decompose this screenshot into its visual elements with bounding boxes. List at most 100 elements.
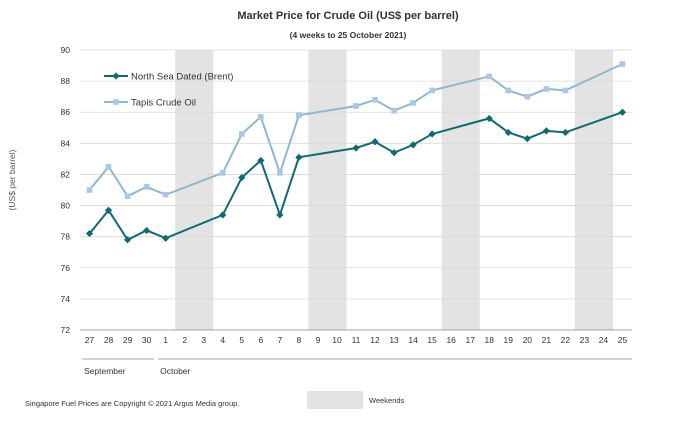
series-1: [86, 61, 626, 200]
data-point: [428, 130, 436, 138]
x-tick-label: 27: [85, 335, 95, 345]
data-point: [543, 86, 550, 92]
data-point: [162, 234, 170, 242]
data-point: [409, 141, 417, 149]
y-tick-label: 88: [61, 76, 71, 86]
x-tick-label: 29: [123, 335, 133, 345]
x-tick-label: 24: [599, 335, 609, 345]
chart-subtitle: (4 weeks to 25 October 2021): [290, 30, 407, 40]
y-tick-label: 84: [61, 138, 71, 148]
data-point: [524, 93, 531, 100]
x-tick-label: 15: [427, 335, 437, 345]
data-point: [352, 144, 360, 152]
data-point: [296, 112, 302, 119]
x-tick-label: 20: [523, 335, 533, 345]
data-point: [561, 128, 569, 137]
legend-marker: [113, 99, 119, 105]
weekend-band-2: [308, 50, 347, 330]
data-point: [238, 131, 245, 137]
y-axis-ticks: 72 74 76 78 80 82 84 86 88 90: [61, 45, 71, 335]
weekend-band-3: [441, 50, 480, 330]
data-point: [485, 114, 493, 123]
x-tick-label: 18: [485, 335, 495, 345]
series-line: [88, 63, 623, 198]
x-tick-label: 30: [142, 335, 152, 345]
legend-label: North Sea Dated (Brent): [131, 72, 233, 83]
x-tick-label: 13: [389, 335, 399, 345]
data-point: [219, 170, 226, 176]
data-point: [105, 163, 112, 170]
data-point: [143, 184, 150, 190]
data-point: [276, 211, 284, 219]
y-tick-label: 72: [61, 325, 71, 335]
x-tick-label: 11: [352, 335, 361, 345]
x-tick-label: 19: [504, 335, 514, 345]
data-point: [523, 135, 531, 143]
legend: North Sea Dated (Brent) Tapis Crude Oil: [104, 72, 233, 109]
data-point: [143, 226, 151, 235]
data-point: [219, 211, 227, 219]
data-point: [295, 153, 303, 161]
data-point: [86, 187, 93, 193]
series-line: [88, 111, 623, 242]
x-tick-label: 25: [618, 335, 628, 345]
x-tick-label: 17: [465, 335, 475, 345]
y-tick-label: 82: [61, 169, 71, 179]
data-point: [410, 100, 416, 106]
data-point: [104, 206, 113, 214]
weekend-band-1: [175, 50, 214, 330]
data-point: [353, 103, 359, 109]
data-point: [277, 170, 283, 176]
x-axis-ticks: 27 28 29 30 1 2 3 4 5 6 7 8 9 10 11 12 13 14 15 16 17 18 19 20 2…: [85, 335, 628, 345]
x-tick-label: 28: [104, 335, 114, 345]
x-tick-label: 14: [408, 335, 418, 345]
month-axis: September October: [82, 358, 632, 376]
data-point: [371, 138, 379, 146]
x-tick-label: 7: [277, 335, 282, 345]
month-label: September: [84, 366, 126, 376]
data-point: [619, 61, 626, 67]
month-label: October: [160, 366, 190, 376]
y-tick-label: 74: [61, 294, 71, 304]
x-tick-label: 5: [239, 335, 244, 345]
x-tick-label: 6: [258, 335, 263, 345]
data-point: [257, 156, 265, 165]
weekends-key-swatch: [307, 391, 363, 409]
y-tick-label: 90: [61, 45, 71, 55]
data-point: [372, 96, 378, 103]
data-point: [562, 87, 569, 94]
x-tick-label: 2: [182, 335, 187, 345]
chart-title: Market Price for Crude Oil (US$ per barr…: [237, 10, 459, 22]
x-tick-label: 10: [332, 335, 342, 345]
data-point: [542, 127, 550, 135]
weekend-shading: [175, 50, 613, 330]
x-tick-label: 1: [163, 335, 168, 345]
weekend-band-4: [574, 50, 613, 330]
data-point: [505, 87, 512, 94]
data-point: [504, 128, 512, 137]
data-point: [258, 114, 264, 120]
y-tick-label: 80: [61, 201, 71, 211]
series-0: [85, 108, 627, 244]
y-axis-label: (US$ per barrel): [7, 149, 17, 210]
data-point: [486, 73, 493, 80]
y-tick-label: 76: [61, 263, 71, 273]
data-point: [162, 191, 169, 198]
x-tick-label: 12: [370, 335, 380, 345]
grid-lines: [80, 49, 632, 331]
x-tick-label: 22: [561, 335, 571, 345]
x-tick-label: 8: [297, 335, 302, 345]
weekends-key-label: Weekends: [369, 396, 405, 405]
data-point: [123, 236, 132, 244]
legend-label: Tapis Crude Oil: [131, 98, 196, 109]
data-point: [124, 193, 131, 200]
y-tick-label: 86: [61, 107, 71, 117]
legend-marker: [112, 72, 120, 80]
copyright-footer: Singapore Fuel Prices are Copyright © 20…: [25, 399, 239, 408]
x-tick-label: 3: [201, 335, 206, 345]
data-point: [85, 229, 94, 238]
x-tick-label: 9: [316, 335, 321, 345]
data-point: [391, 107, 397, 114]
series-layer: [85, 61, 627, 244]
